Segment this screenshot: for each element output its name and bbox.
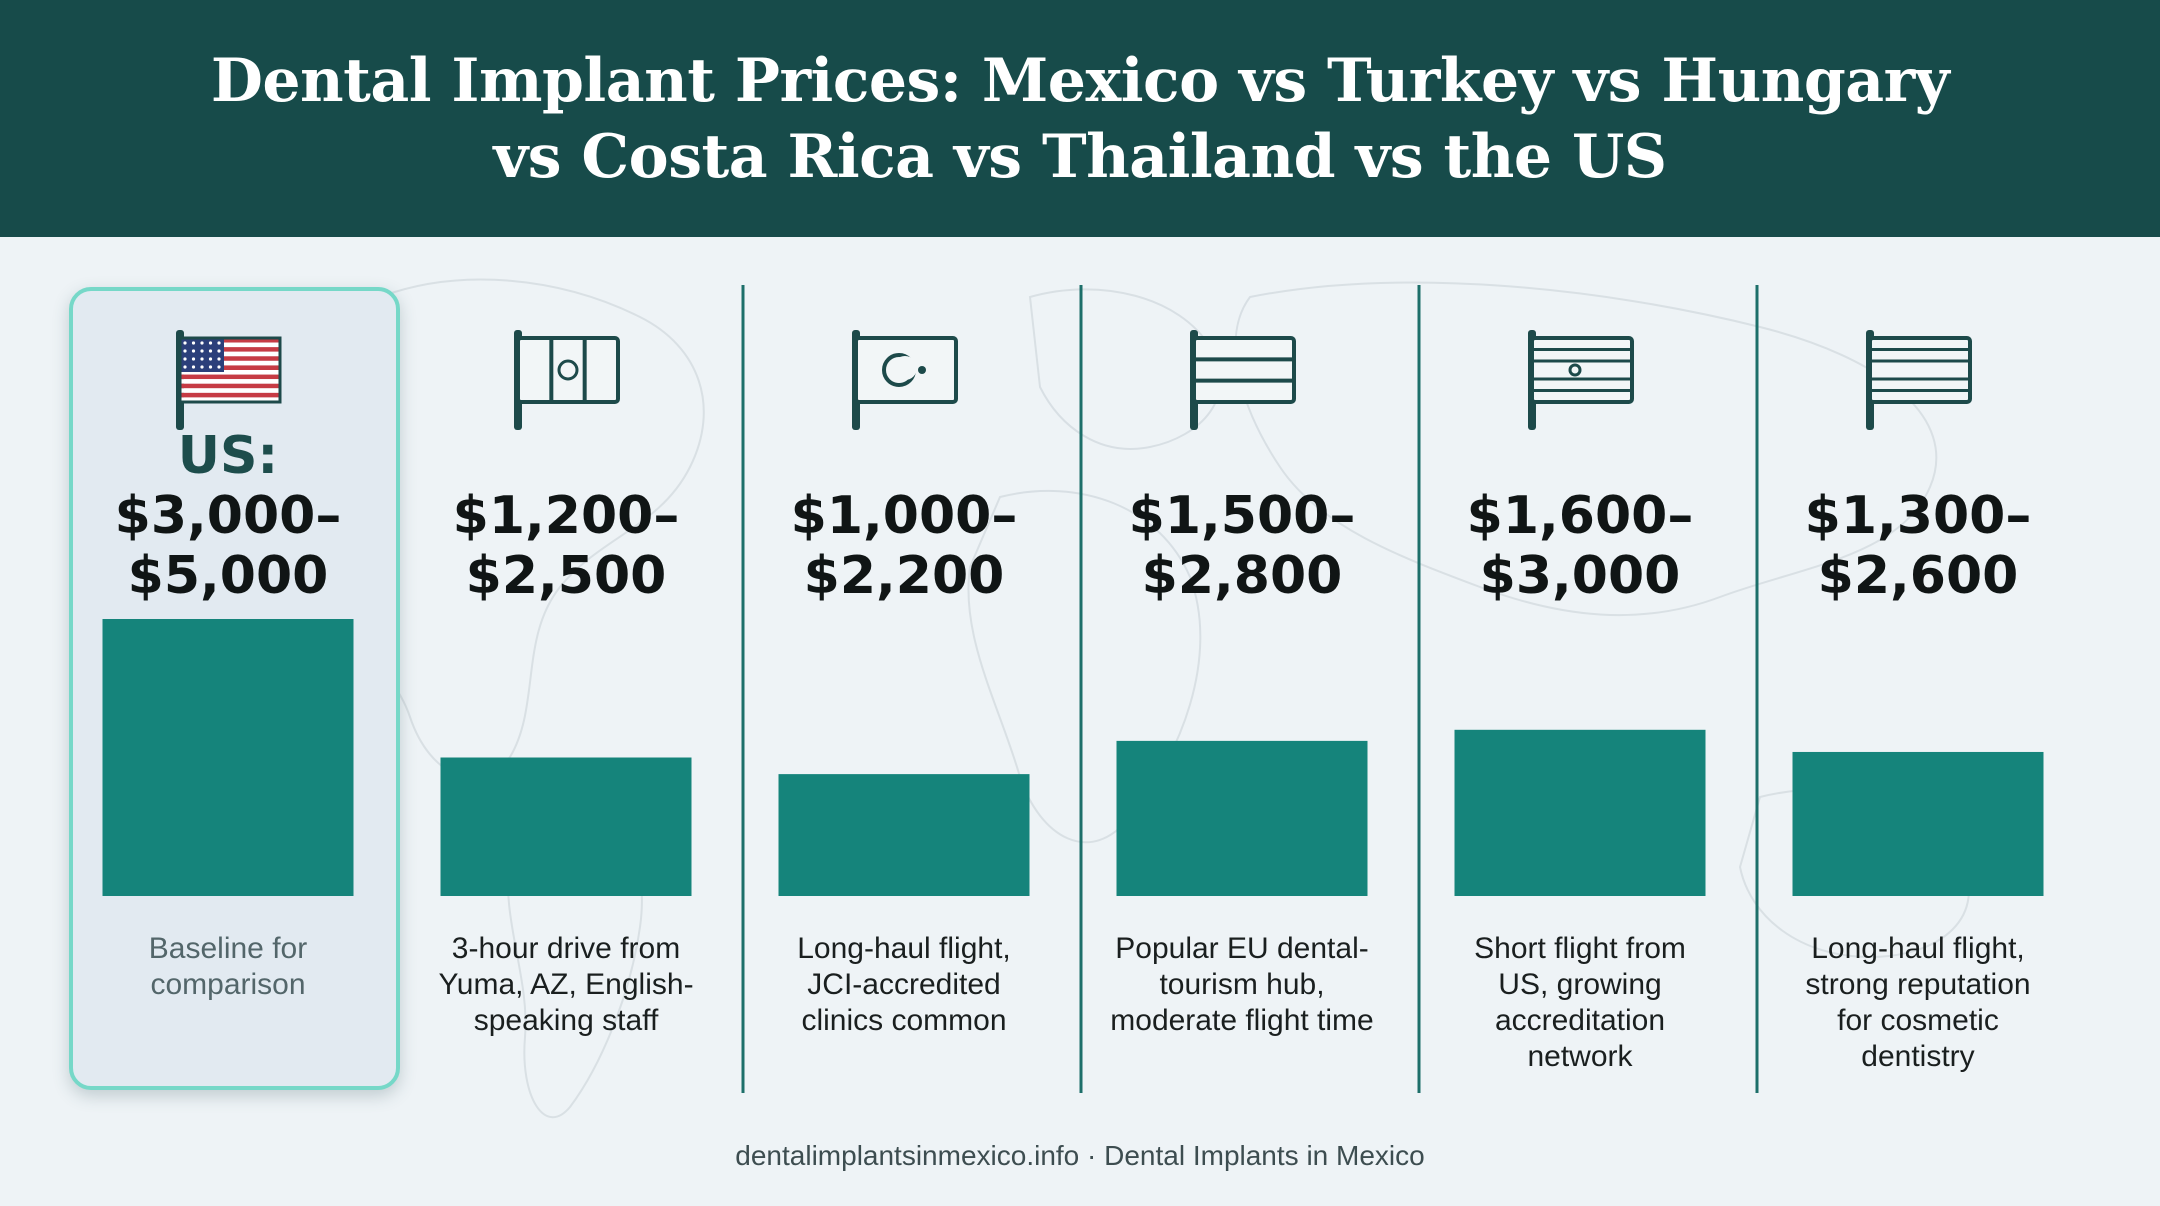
price-range-label: $3,000– [115,486,342,546]
bar-turkey [778,774,1030,896]
note-line: US, growing [1498,968,1661,1001]
price-range-label: $1,200– [453,486,680,546]
price-range-label: $1,600– [1467,486,1694,546]
note-line: Baseline for [149,932,307,965]
bar-hungary [1116,740,1368,896]
bar-thailand [1792,751,2044,896]
price-range-label: $1,000– [791,486,1018,546]
bar-mexico [440,757,692,896]
bars-group [102,619,2044,896]
turkey-flag-icon [852,330,958,430]
costa-rica-flag-icon [1528,330,1634,430]
price-labels-group: US:$3,000–$5,000 $1,200–$2,500 $1,000–$2,2… [115,426,2032,606]
note-line: strong reputation [1805,968,2030,1001]
price-range-label: $2,600 [1818,546,2019,606]
hungary-flag-icon [1190,330,1296,430]
note-line: for cosmetic [1837,1004,1999,1037]
note-line: dentistry [1861,1040,1974,1073]
note-line: Long-haul flight, [797,932,1011,965]
note-line: Popular EU dental- [1115,932,1368,965]
price-range-label: US: [178,426,278,486]
bar-costa-rica [1454,729,1706,896]
mexico-flag-icon [514,330,620,430]
note-line: Yuma, AZ, English- [438,968,693,1001]
bar-us [102,619,354,896]
note-line: comparison [150,968,305,1001]
us-flag-icon [176,330,282,430]
footer-credit: dentalimplantsinmexico.info · Dental Imp… [735,1140,1425,1171]
thailand-flag-icon [1866,330,1972,430]
flags-group [176,330,1972,430]
chart-title-line-2: vs Costa Rica vs Thailand vs the US [493,121,1667,192]
note-line: Short flight from [1474,932,1686,965]
note-line: Long-haul flight, [1811,932,2025,965]
note-line: JCI-accredited [807,968,1000,1001]
note-line: network [1527,1040,1633,1073]
price-range-label: $2,800 [1142,546,1343,606]
price-range-label: $3,000 [1480,546,1681,606]
note-line: clinics common [801,1004,1006,1037]
note-line: speaking staff [474,1004,659,1037]
price-range-label: $1,500– [1129,486,1356,546]
column-dividers [741,285,1759,1093]
chart-title-line-1: Dental Implant Prices: Mexico vs Turkey … [210,45,1950,116]
price-range-label: $1,300– [1805,486,2032,546]
note-line: accreditation [1495,1004,1665,1037]
note-line: moderate flight time [1110,1004,1373,1037]
note-line: tourism hub, [1159,968,1324,1001]
note-line: 3-hour drive from [452,932,680,965]
price-range-label: $2,500 [466,546,667,606]
header-banner: Dental Implant Prices: Mexico vs Turkey … [0,0,2160,237]
price-range-label: $2,200 [804,546,1005,606]
price-range-label: $5,000 [128,546,329,606]
